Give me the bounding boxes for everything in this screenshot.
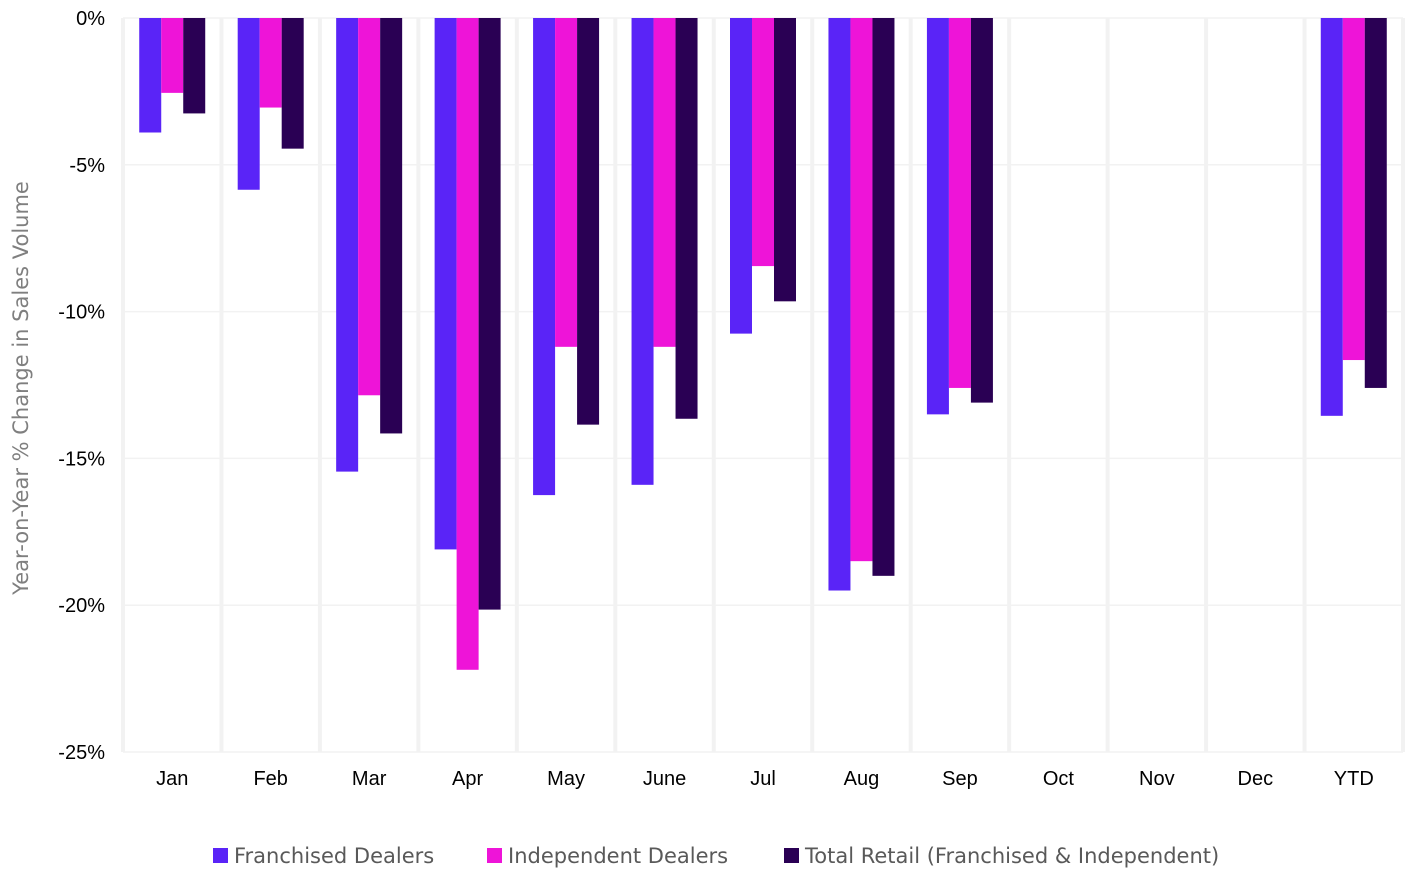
x-tick-label: Jan: [156, 768, 188, 790]
x-tick-label: Mar: [352, 768, 387, 790]
bar-feb-series-2: [259, 18, 282, 108]
x-tick-label: Apr: [452, 768, 483, 790]
bar-may-series-1: [533, 18, 556, 496]
bar-mar-series-3: [380, 18, 403, 434]
x-tick-label: Sep: [942, 768, 978, 790]
bar-ytd-series-3: [1364, 18, 1387, 388]
bar-ytd-series-1: [1320, 18, 1343, 416]
bar-apr-series-2: [456, 18, 479, 670]
bars: [139, 18, 1387, 670]
x-tick-label: June: [643, 768, 686, 790]
bar-sep-series-1: [926, 18, 949, 415]
x-tick-label: YTD: [1334, 768, 1374, 790]
bar-sep-series-3: [970, 18, 993, 403]
y-tick-label: -20%: [58, 595, 105, 617]
bar-aug-series-1: [828, 18, 851, 591]
y-axis-ticks: 0% -5% -10% -15% -20% -25%: [58, 8, 105, 764]
bar-jul-series-3: [774, 18, 796, 302]
legend-label-series-3: Total Retail (Franchised & Independent): [804, 844, 1219, 868]
bar-apr-series-1: [434, 18, 457, 550]
bar-feb-series-1: [237, 18, 260, 190]
legend-label-series-1: Franchised Dealers: [234, 844, 434, 868]
y-axis-title: Year-on-Year % Change in Sales Volume: [9, 181, 33, 596]
legend-label-series-2: Independent Dealers: [508, 844, 728, 868]
y-tick-label: 0%: [76, 8, 105, 30]
bar-apr-series-3: [478, 18, 501, 610]
x-axis-ticks: Jan Feb Mar Apr May June Jul Aug Sep Oct Nov Dec YTD: [156, 768, 1374, 790]
legend-swatch-series-3: [784, 848, 799, 863]
legend-swatch-series-1: [213, 848, 228, 863]
x-tick-label: Feb: [253, 768, 287, 790]
y-tick-label: -15%: [58, 448, 105, 470]
y-tick-label: -5%: [69, 155, 105, 177]
bar-jan-series-3: [183, 18, 206, 114]
x-tick-label: Jul: [750, 768, 776, 790]
bar-may-series-3: [577, 18, 600, 425]
bar-feb-series-3: [281, 18, 304, 149]
bar-sep-series-2: [948, 18, 971, 388]
bar-jan-series-1: [139, 18, 162, 133]
bar-ytd-series-2: [1342, 18, 1365, 361]
x-tick-label: Nov: [1139, 768, 1175, 790]
bar-june-series-2: [653, 18, 676, 347]
y-tick-label: -25%: [58, 742, 105, 764]
bar-aug-series-2: [850, 18, 873, 562]
bar-mar-series-2: [358, 18, 381, 396]
legend-swatch-series-2: [487, 848, 502, 863]
grid-lines: [121, 17, 1405, 753]
x-tick-label: Aug: [844, 768, 880, 790]
legend: Franchised Dealers Independent Dealers Tot…: [213, 844, 1219, 868]
bar-aug-series-3: [872, 18, 895, 576]
bar-june-series-3: [675, 18, 698, 419]
bar-may-series-2: [555, 18, 578, 347]
bar-jul-series-2: [752, 18, 774, 267]
bar-jul-series-1: [730, 18, 752, 334]
x-tick-label: May: [547, 768, 585, 790]
y-tick-label: -10%: [58, 302, 105, 324]
x-tick-label: Dec: [1238, 768, 1274, 790]
x-tick-label: Oct: [1043, 768, 1075, 790]
bar-june-series-1: [631, 18, 654, 485]
bar-jan-series-2: [161, 18, 184, 93]
bar-mar-series-1: [336, 18, 359, 472]
